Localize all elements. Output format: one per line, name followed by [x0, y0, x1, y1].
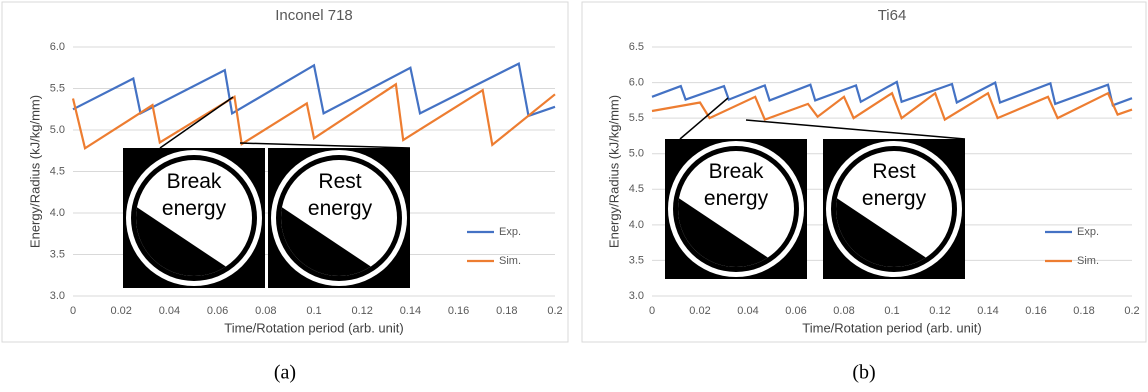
- y-tick-label: 4.5: [629, 183, 644, 195]
- y-tick-label: 5.5: [629, 112, 644, 124]
- y-tick-label: 5.0: [629, 148, 644, 160]
- x-tick-label: 0.04: [159, 305, 180, 317]
- x-tick-label: 0.16: [1025, 305, 1046, 317]
- x-tick-label: 0.2: [547, 305, 562, 317]
- x-tick-label: 0.2: [1124, 305, 1139, 317]
- y-tick-label: 6.0: [629, 76, 644, 88]
- x-tick-label: 0.14: [400, 305, 421, 317]
- y-tick-label: 3.5: [50, 248, 65, 260]
- caption: (a): [274, 362, 296, 384]
- x-axis-label: Time/Rotation period (arb. unit): [802, 320, 981, 335]
- legend-label: Sim.: [1077, 255, 1099, 267]
- x-tick-label: 0: [70, 305, 76, 317]
- x-tick-label: 0.08: [833, 305, 854, 317]
- y-tick-label: 4.0: [50, 207, 65, 219]
- legend-label: Sim.: [499, 255, 521, 267]
- legend-label: Exp.: [499, 226, 521, 238]
- y-tick-label: 3.5: [629, 254, 644, 266]
- figure: 3.0 3.5 4.0 4.5 5.0 5.5 6.0 0 0.02 0.04 0.06 0.08 0.…: [0, 0, 1148, 392]
- y-tick-label: 4.5: [50, 165, 65, 177]
- y-tick-label: 3.0: [629, 290, 644, 302]
- x-tick-label: 0.06: [785, 305, 806, 317]
- x-tick-label: 0.02: [689, 305, 710, 317]
- chart-title: Inconel 718: [275, 7, 353, 24]
- caption: (b): [852, 362, 875, 384]
- x-tick-label: 0.02: [110, 305, 131, 317]
- x-tick-label: 0.12: [351, 305, 372, 317]
- y-tick-label: 4.0: [629, 219, 644, 231]
- y-tick-label: 5.0: [50, 124, 65, 136]
- y-axis-label: Energy/Radius (kJ/kg/mm): [27, 95, 42, 248]
- y-tick-label: 6.5: [629, 41, 644, 53]
- x-axis-label: Time/Rotation period (arb. unit): [224, 320, 403, 335]
- y-tick-label: 6.0: [50, 41, 65, 53]
- x-tick-label: 0.1: [884, 305, 899, 317]
- y-axis-label: Energy/Radius (kJ/kg/mm): [606, 95, 621, 248]
- x-tick-label: 0.08: [255, 305, 276, 317]
- x-tick-label: 0.18: [496, 305, 517, 317]
- x-tick-label: 0.12: [929, 305, 950, 317]
- x-tick-label: 0.14: [977, 305, 998, 317]
- legend-label: Exp.: [1077, 226, 1099, 238]
- y-tick-label: 3.0: [50, 290, 65, 302]
- chart-title: Ti64: [878, 7, 907, 24]
- y-tick-label: 5.5: [50, 82, 65, 94]
- x-tick-label: 0.1: [306, 305, 321, 317]
- x-tick-label: 0.04: [737, 305, 758, 317]
- x-tick-label: 0: [649, 305, 655, 317]
- x-tick-label: 0.06: [207, 305, 228, 317]
- x-tick-label: 0.16: [448, 305, 469, 317]
- x-tick-label: 0.18: [1073, 305, 1094, 317]
